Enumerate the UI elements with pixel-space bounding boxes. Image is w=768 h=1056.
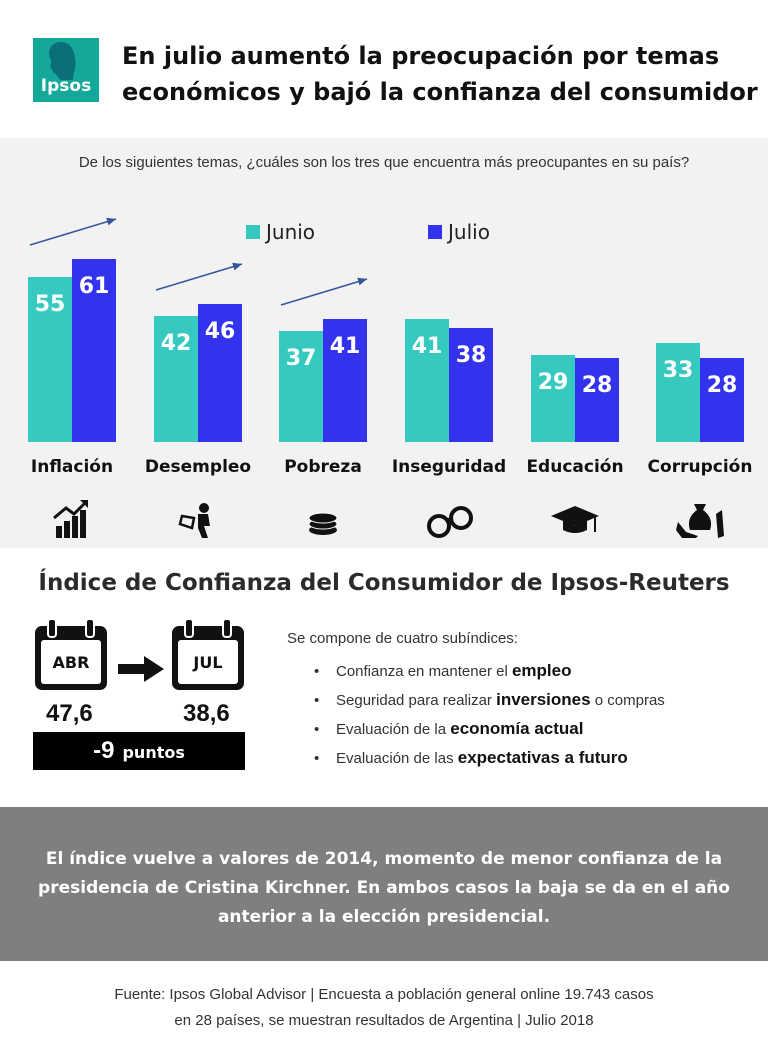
legend-swatch-julio [428, 225, 442, 239]
statement-line-3: anterior a la elección presidencial. [217, 907, 551, 927]
index-change-value: -9 [93, 737, 115, 764]
data-label-julio-4: 28 [582, 373, 613, 398]
bar-julio-5 [700, 358, 744, 442]
data-label-junio-1: 42 [161, 331, 192, 356]
bar-julio-1 [198, 304, 242, 442]
chart-up-icon [53, 500, 88, 538]
calendar-from-label: ABR [41, 640, 101, 684]
trend-arrow-line-1 [155, 263, 243, 291]
money-bag-icon [676, 504, 724, 538]
category-label-2: Pobreza [284, 457, 362, 477]
category-label-3: Inseguridad [392, 457, 506, 477]
subindices-intro: Se compone de cuatro subíndices: [287, 630, 518, 647]
data-label-julio-3: 38 [456, 343, 487, 368]
bar-julio-2 [323, 319, 367, 442]
chart-panel: De los siguientes temas, ¿cuáles son los… [0, 138, 768, 548]
trend-arrow-line-2 [280, 278, 368, 306]
data-label-julio-2: 41 [330, 334, 361, 359]
page-title: En julio aumentó la preocupación por tem… [122, 38, 762, 110]
chart-question: De los siguientes temas, ¿cuáles son los… [78, 154, 690, 171]
trend-arrow-head-1 [232, 262, 242, 271]
statement-text: El índice vuelve a valores de 2014, mome… [20, 845, 748, 932]
list-item: • Evaluación de las expectativas a futuro [314, 748, 628, 767]
category-label-5: Corrupción [648, 457, 753, 477]
ipsos-logo: Ipsos [33, 38, 99, 102]
logo-face-icon [49, 42, 76, 80]
right-arrow-icon [118, 656, 164, 682]
data-label-julio-1: 46 [205, 319, 236, 344]
logo-text: Ipsos [40, 76, 92, 96]
bar-julio-0 [72, 259, 116, 442]
page-title-line-2: económicos y bajó la confianza del consu… [122, 78, 758, 106]
list-item: • Evaluación de la economía actual [314, 719, 584, 738]
bar-junio-2 [279, 331, 323, 442]
statement-panel: El índice vuelve a valores de 2014, mome… [0, 807, 768, 961]
data-label-junio-5: 33 [663, 358, 694, 383]
category-label-4: Educación [526, 457, 623, 477]
graduation-cap-icon [551, 506, 599, 533]
index-value-from: 47,6 [46, 700, 93, 727]
legend-swatch-junio [246, 225, 260, 239]
index-panel: Índice de Confianza del Consumidor de Ip… [0, 556, 768, 800]
data-label-junio-0: 55 [35, 292, 66, 317]
bar-julio-3 [449, 328, 493, 442]
bar-junio-0 [28, 277, 72, 442]
bar-junio-3 [405, 319, 449, 442]
category-label-0: Inflación [31, 457, 113, 477]
list-item: • Seguridad para realizar inversiones o c… [314, 690, 665, 709]
bar-chart: Junio Julio 55 61 Inflación 42 46 Desempleo 37 41… [28, 217, 753, 538]
reading-person-icon [178, 503, 210, 538]
data-label-julio-0: 61 [79, 274, 110, 299]
category-label-1: Desempleo [145, 457, 251, 477]
bar-junio-4 [531, 355, 575, 442]
bar-julio-4 [575, 358, 619, 442]
index-title: Índice de Confianza del Consumidor de Ip… [38, 570, 730, 596]
trend-arrow-head-0 [106, 217, 116, 226]
index-change-box: -9 puntos [33, 732, 245, 770]
calendar-icon-to: JUL [172, 618, 244, 690]
page-title-line-1: En julio aumentó la preocupación por tem… [122, 42, 720, 70]
data-label-junio-3: 41 [412, 334, 443, 359]
trend-arrow-head-2 [357, 277, 367, 286]
data-label-julio-5: 28 [707, 373, 738, 398]
legend-label-junio: Junio [264, 220, 315, 244]
index-change-unit: puntos [122, 743, 185, 762]
calendar-to-label: JUL [178, 640, 238, 684]
index-value-to: 38,6 [183, 700, 230, 727]
calendar-icon-from: ABR [35, 618, 107, 690]
footer-line-1: Fuente: Ipsos Global Advisor | Encuesta … [114, 986, 654, 1003]
statement-line-2: presidencia de Cristina Kirchner. En amb… [38, 878, 730, 898]
statement-line-1: El índice vuelve a valores de 2014, mome… [45, 849, 723, 869]
header: Ipsos En julio aumentó la preocupación p… [0, 0, 768, 138]
footer-line-2: en 28 países, se muestran resultados de … [174, 1012, 594, 1029]
legend-label-julio: Julio [446, 220, 490, 244]
list-item: • Confianza en mantener el empleo [314, 661, 572, 680]
bar-junio-5 [656, 343, 700, 442]
data-label-junio-2: 37 [286, 346, 317, 371]
coins-icon [308, 512, 338, 535]
trend-arrow-line-0 [29, 218, 117, 246]
bar-junio-1 [154, 316, 198, 442]
handcuffs-icon [427, 506, 473, 538]
subindices-list: • Confianza en mantener el empleo • Seguri… [314, 656, 665, 772]
data-label-junio-4: 29 [538, 370, 569, 395]
source-footer: Fuente: Ipsos Global Advisor | Encuesta … [0, 982, 768, 1034]
